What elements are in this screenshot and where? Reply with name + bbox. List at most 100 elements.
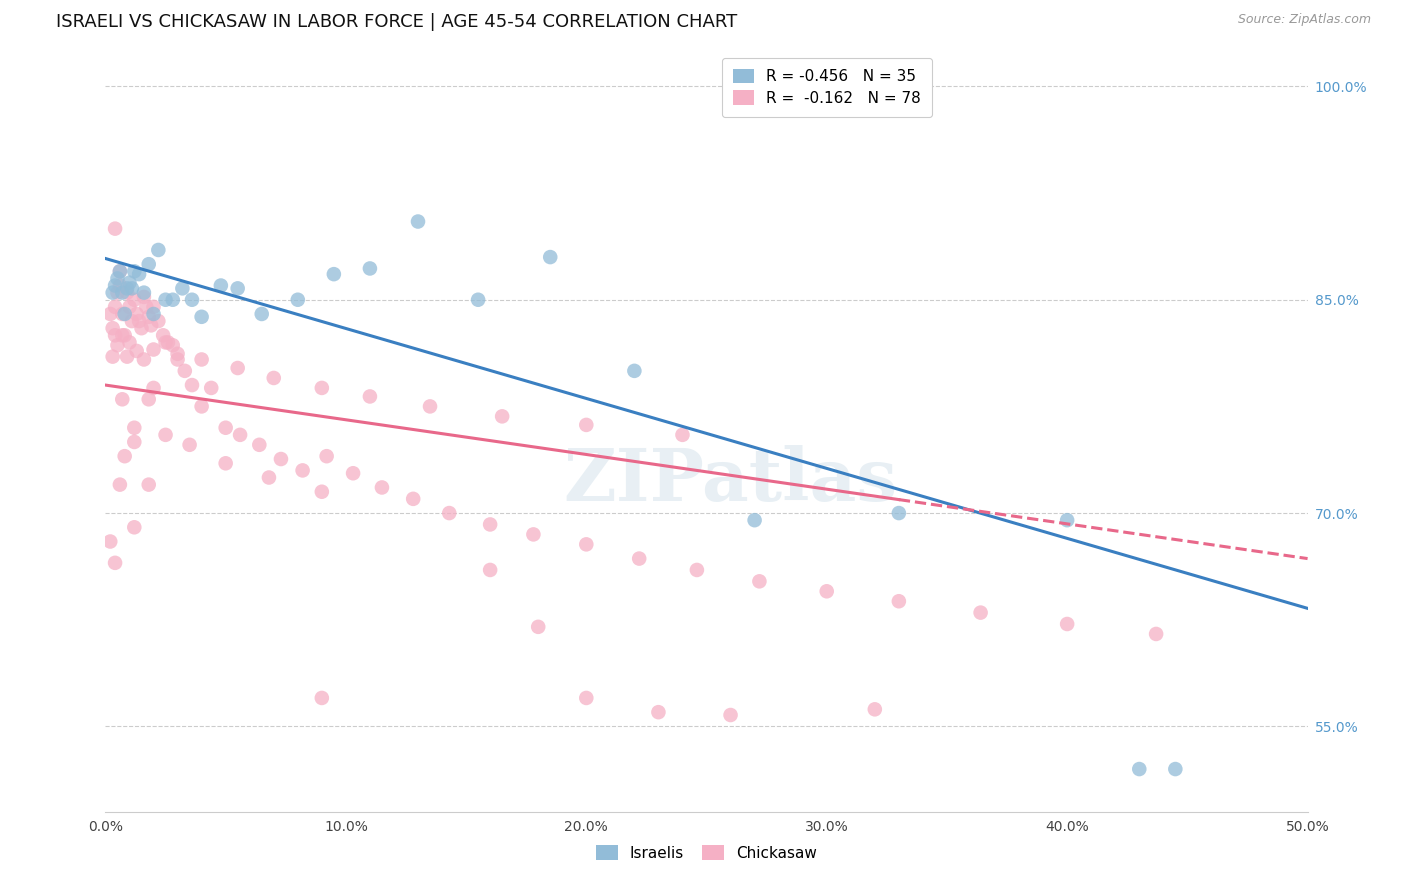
Point <box>101 321 124 335</box>
Point <box>125 307 148 321</box>
Point <box>138 257 160 271</box>
Point <box>322 267 344 281</box>
Point <box>132 290 155 304</box>
Point <box>107 285 129 300</box>
Point <box>247 438 270 452</box>
Point <box>229 428 252 442</box>
Point <box>1128 762 1150 776</box>
Text: ISRAELI VS CHICKASAW IN LABOR FORCE | AGE 45-54 CORRELATION CHART: ISRAELI VS CHICKASAW IN LABOR FORCE | AG… <box>56 13 738 31</box>
Point <box>108 278 131 293</box>
Point <box>111 285 134 300</box>
Point <box>270 452 292 467</box>
Point <box>132 285 155 300</box>
Point <box>647 705 669 719</box>
Point <box>190 352 212 367</box>
Point <box>115 285 138 300</box>
Point <box>1164 762 1187 776</box>
Point <box>148 243 170 257</box>
Point <box>124 293 146 307</box>
Point <box>98 534 121 549</box>
Point <box>200 381 222 395</box>
Point <box>166 352 188 367</box>
Point <box>139 318 162 333</box>
Point <box>342 467 364 481</box>
Point <box>121 314 143 328</box>
Point <box>748 574 770 589</box>
Point <box>744 513 766 527</box>
Text: ZIPatlas: ZIPatlas <box>564 444 897 516</box>
Point <box>148 314 170 328</box>
Point <box>124 421 146 435</box>
Point <box>128 267 150 281</box>
Point <box>815 584 838 599</box>
Point <box>1056 617 1078 632</box>
Point <box>114 449 136 463</box>
Point <box>671 428 693 442</box>
Point <box>124 520 146 534</box>
Point <box>406 214 429 228</box>
Point <box>371 480 394 494</box>
Point <box>287 293 309 307</box>
Point <box>479 517 502 532</box>
Point <box>190 310 212 324</box>
Point <box>111 392 134 407</box>
Point <box>135 300 157 314</box>
Point <box>263 371 285 385</box>
Point <box>124 434 146 449</box>
Point <box>104 556 127 570</box>
Point <box>111 328 134 343</box>
Point <box>863 702 886 716</box>
Point <box>155 293 177 307</box>
Point <box>142 343 165 357</box>
Point <box>467 293 489 307</box>
Point <box>226 281 249 295</box>
Point <box>969 606 991 620</box>
Point <box>104 278 127 293</box>
Point <box>118 335 141 350</box>
Point <box>359 389 381 403</box>
Point <box>214 421 236 435</box>
Point <box>118 300 141 314</box>
Point <box>315 449 337 463</box>
Point <box>419 400 441 414</box>
Point <box>291 463 314 477</box>
Point <box>101 350 124 364</box>
Point <box>104 328 127 343</box>
Point <box>1144 627 1167 641</box>
Point <box>152 328 174 343</box>
Point <box>491 409 513 424</box>
Point <box>104 300 127 314</box>
Point <box>118 276 141 290</box>
Point <box>108 264 131 278</box>
Point <box>311 484 333 499</box>
Point <box>142 307 165 321</box>
Point <box>114 328 136 343</box>
Point <box>257 470 280 484</box>
Point <box>190 400 212 414</box>
Point <box>104 221 127 235</box>
Point <box>359 261 381 276</box>
Point <box>181 378 204 392</box>
Point <box>623 364 645 378</box>
Point <box>125 343 148 358</box>
Point <box>628 551 651 566</box>
Point <box>115 350 138 364</box>
Point <box>250 307 273 321</box>
Point <box>128 314 150 328</box>
Point <box>538 250 561 264</box>
Point <box>311 381 333 395</box>
Point <box>98 307 121 321</box>
Point <box>142 300 165 314</box>
Point <box>1056 513 1078 527</box>
Point <box>887 506 910 520</box>
Point <box>166 347 188 361</box>
Point <box>209 278 232 293</box>
Point <box>107 271 129 285</box>
Point <box>155 335 177 350</box>
Point <box>124 264 146 278</box>
Point <box>138 477 160 491</box>
Point <box>402 491 425 506</box>
Point <box>720 708 742 723</box>
Point <box>108 264 131 278</box>
Point <box>101 285 124 300</box>
